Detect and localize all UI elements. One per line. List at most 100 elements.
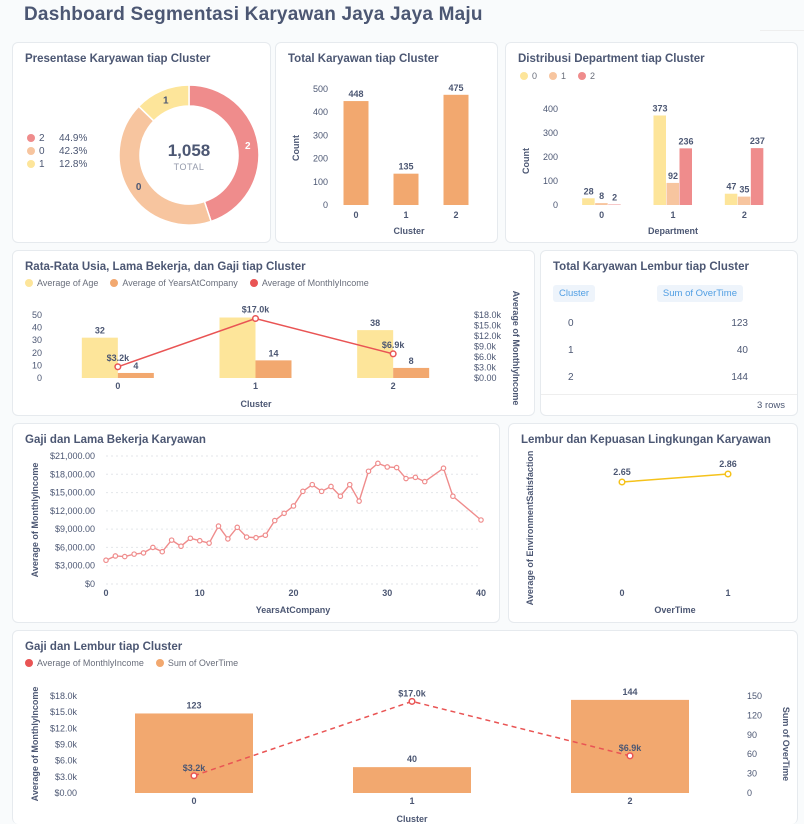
y-axis-label: Average of MonthlyIncome (30, 687, 40, 802)
legend-swatch (110, 279, 119, 287)
card-total[interactable]: Total Karyawan tiap Cluster 0 100 200 300 40… (275, 42, 498, 243)
table-row[interactable]: 2 144 (553, 364, 783, 391)
legend-swatch (549, 72, 558, 80)
card-env[interactable]: Lembur dan Kepuasan Lingkungan Karyawan … (508, 423, 798, 623)
card-overtime-table[interactable]: Total Karyawan Lembur tiap Cluster Clust… (540, 250, 798, 416)
legend-label: Average of MonthlyIncome (261, 278, 369, 288)
card-combo[interactable]: Gaji dan Lembur tiap Cluster $0.00 $3.0k $… (12, 630, 798, 824)
line-point (421, 478, 428, 485)
x-tick-label: 10 (195, 588, 205, 598)
y-axis-label: Count (291, 135, 301, 161)
bar-series-2 (679, 148, 692, 205)
env-line-chart[interactable]: 2.65 2.86 0 1 OverTime Average of Environment… (509, 424, 798, 623)
column-header[interactable]: Cluster (553, 283, 611, 310)
y-tick-label: $15,000.00 (50, 488, 95, 498)
line-point (140, 550, 147, 556)
table-row[interactable]: 1 40 (553, 337, 783, 364)
card-pie[interactable]: Presentase Karyawan tiap Cluster 2 0 1 1,05… (12, 42, 271, 243)
card-salary[interactable]: Gaji dan Lama Bekerja Karyawan $0 $3,000.… (12, 423, 500, 623)
line-point (337, 493, 344, 500)
line-point (450, 493, 456, 500)
bar-series-1 (595, 203, 608, 205)
line-point (384, 464, 391, 470)
legend-item[interactable]: 1 (549, 71, 566, 81)
bar-series-years (393, 367, 430, 378)
pie-chart[interactable]: 2 0 1 1,058 TOTAL 2 44.9% 0 42.3% 1 12.8% (13, 43, 271, 243)
bar-value-label: 38 (370, 318, 380, 328)
line-env-satisfaction (621, 473, 729, 483)
bar-value-label: 373 (652, 103, 667, 113)
cell-cluster: 1 (568, 345, 574, 356)
legend-item[interactable]: Average of MonthlyIncome (25, 658, 144, 668)
bar-overtime (353, 767, 471, 793)
x-tick-label: 40 (476, 588, 486, 598)
avg-combo-chart[interactable]: 01020304050$0.00$3.0k$6.0k$9.0k$12.0k$15… (13, 251, 535, 416)
bar-series-age (357, 330, 394, 378)
y-right-tick-label: 120 (747, 710, 762, 720)
x-tick-label: 0 (191, 796, 196, 806)
legend-label: Average of MonthlyIncome (37, 658, 144, 668)
line-point (114, 363, 122, 371)
total-bar-chart[interactable]: 0 100 200 300 400 500 448 0 135 1 475 2 Cluster Count (276, 43, 498, 243)
bar-series-0 (582, 198, 595, 205)
card-dept[interactable]: Distribusi Department tiap Cluster 0 100 2… (505, 42, 798, 243)
y-right-tick-label: $12.0k (474, 331, 502, 341)
legend-item[interactable]: 0 (520, 71, 537, 81)
legend-swatch (155, 659, 164, 667)
bar-value-label: 32 (95, 326, 105, 336)
line-point (243, 534, 250, 540)
y-axis-label: Average of EnvironmentSatisfaction (525, 451, 535, 606)
x-tick-label: 0 (619, 588, 624, 598)
pie-total-label: TOTAL (174, 162, 205, 172)
legend-item[interactable]: Average of YearsAtCompany (110, 278, 238, 288)
y-tick-label: $0 (85, 579, 95, 589)
table-row[interactable]: 0 123 (553, 310, 783, 337)
combo-chart[interactable]: $0.00 $3.0k $6.0k $9.0k $12.0k $15.0k $18.0k 0 3… (13, 631, 798, 824)
line-point (196, 537, 203, 544)
legend-item[interactable]: Average of Age (25, 278, 98, 288)
x-axis-label: YearsAtCompany (256, 605, 331, 615)
y-tick-label: $9,000.00 (55, 524, 95, 534)
line-value-label: $17.0k (398, 688, 427, 698)
line-monthly-income (193, 700, 631, 777)
bar (443, 94, 469, 205)
line-point (187, 535, 194, 542)
x-tick-label: 2 (453, 210, 458, 220)
line-point (234, 524, 241, 531)
legend-item[interactable]: Sum of OverTime (155, 658, 238, 668)
legend-item[interactable]: 2 (578, 71, 595, 81)
legend-item[interactable]: Average of MonthlyIncome (249, 278, 369, 288)
y-tick-label: 400 (543, 104, 558, 114)
line-value-label: $17.0k (242, 305, 271, 315)
column-header[interactable]: Sum of OverTime (611, 283, 783, 310)
line-point (389, 350, 397, 358)
legend-label: Average of YearsAtCompany (122, 278, 238, 288)
line-point (103, 557, 109, 564)
line-point (412, 474, 419, 481)
column-header-label: Cluster (553, 285, 596, 302)
line-point (215, 523, 222, 529)
line-point (225, 536, 231, 542)
pie-slice-2 (188, 84, 260, 223)
x-tick-label: 0 (599, 210, 604, 220)
card-avg[interactable]: Rata-Rata Usia, Lama Bekerja, dan Gaji t… (12, 250, 535, 416)
pie-slice-1 (137, 84, 190, 122)
y-tick-label: 400 (313, 107, 328, 117)
y-right-tick-label: 150 (747, 691, 762, 701)
bar (393, 173, 419, 205)
salary-line-chart[interactable]: $0 $3,000.00 $6,000.00 $9,000.00 $12,000.00 $… (13, 424, 500, 623)
bar-series-1 (737, 196, 751, 205)
x-tick-label: 1 (725, 588, 730, 598)
dashboard-title: Dashboard Segmentasi Karyawan Jaya Jaya … (24, 4, 483, 25)
cell-overtime: 40 (736, 345, 748, 356)
x-tick-label: 0 (115, 381, 120, 391)
table-footer-divider (541, 394, 797, 395)
y-right-tick-label: 60 (747, 749, 757, 759)
line-monthly-income (105, 462, 482, 561)
cell-cluster: 2 (568, 372, 574, 383)
x-axis-label: OverTime (654, 605, 695, 615)
bar-series-years (117, 372, 154, 378)
column-header-label: Sum of OverTime (656, 285, 743, 302)
x-tick-label: 2 (627, 796, 632, 806)
